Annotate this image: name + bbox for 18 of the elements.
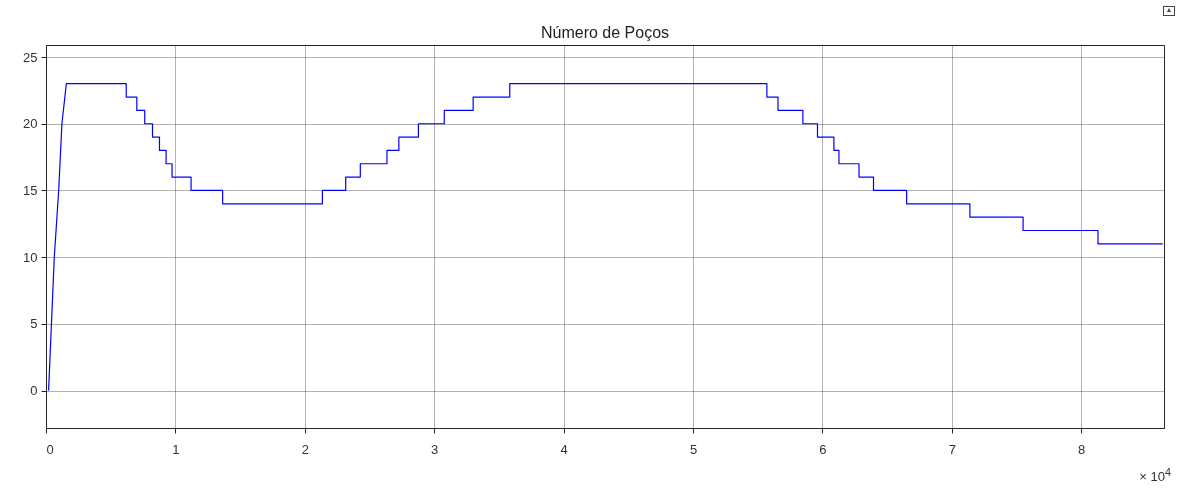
x-tick-label: 6 — [819, 441, 827, 457]
x-tick-label: 7 — [948, 441, 956, 457]
line-series — [47, 83, 1164, 392]
x-tick-label: 8 — [1078, 441, 1086, 457]
x-tick-label: 4 — [560, 441, 568, 457]
x-tick-label: 2 — [301, 441, 309, 457]
text: × 10$^{4}$ — [1139, 466, 1171, 485]
chart-title: Número de Poços — [540, 24, 670, 41]
y-tick-label: 0 — [30, 383, 38, 399]
y-tick-label: 20 — [23, 116, 38, 132]
y-tick-label: 15 — [23, 182, 38, 198]
x-tick-label: 0 — [46, 441, 54, 457]
y-tick-label: 5 — [30, 316, 38, 332]
x-tick-label: 3 — [431, 441, 439, 457]
x-tick-label: 1 — [172, 441, 180, 457]
x-tick-label: 5 — [689, 441, 698, 457]
y-tick-label: 10 — [23, 249, 38, 265]
y-tick-label: 25 — [23, 49, 38, 65]
